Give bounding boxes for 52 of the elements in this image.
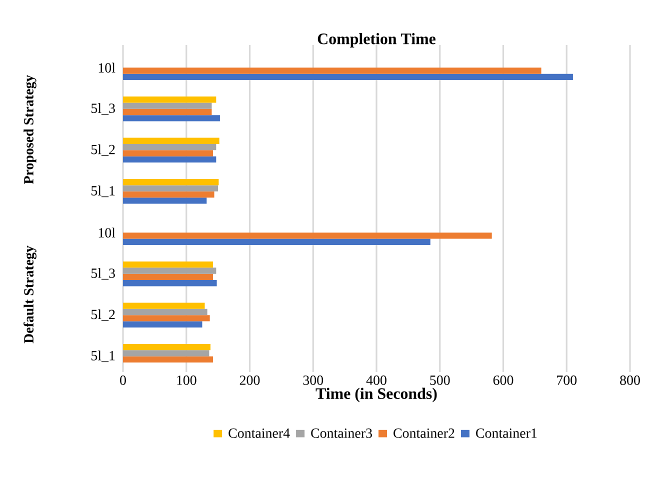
text: Default Strategy [24, 246, 36, 344]
y-tick-label: 5l_1 [91, 186, 115, 198]
legend-label: Container2 [394, 428, 454, 438]
legend-label: Container3 [311, 428, 372, 438]
bar [123, 198, 207, 204]
bar [123, 232, 492, 239]
x-tick-label: 600 [493, 376, 514, 385]
y-tick-label: 5l_2 [91, 144, 115, 156]
bar [123, 156, 216, 163]
bar [123, 185, 218, 192]
bar [123, 138, 220, 144]
x-tick-label: 500 [430, 376, 450, 385]
bar [123, 356, 213, 363]
bar [123, 308, 208, 316]
x-axis-title: Time (in Seconds) [316, 388, 437, 402]
bar [123, 238, 430, 245]
x-tick-label: 800 [620, 376, 640, 385]
y-tick-label: 5l_3 [91, 103, 115, 115]
x-tick-label: 700 [557, 376, 577, 385]
bar [123, 108, 212, 116]
bar [123, 344, 210, 350]
bar [123, 68, 542, 74]
x-tick-label: 400 [366, 376, 386, 385]
y-tick-label: 10l [98, 62, 116, 73]
chart-title: Completion Time [318, 33, 436, 48]
x-tick-label: 0 [120, 376, 126, 385]
bar [123, 274, 213, 280]
bar [123, 350, 210, 356]
x-tick-label: 300 [303, 376, 324, 385]
bar [123, 96, 216, 103]
y-tick-label: 5l_3 [91, 268, 115, 280]
legend-label: Container1 [476, 428, 537, 438]
x-tick-label: 200 [240, 376, 260, 385]
bar [123, 261, 213, 268]
bar [123, 280, 217, 286]
y-tick-label: 5l_2 [91, 309, 115, 321]
y-tick-label: 5l_1 [91, 350, 115, 362]
bar [123, 179, 219, 186]
bar [123, 315, 210, 322]
bar [123, 302, 205, 309]
bar [123, 150, 213, 156]
x-tick-label: 100 [177, 376, 196, 385]
bar [123, 268, 216, 274]
text: Proposed Strategy [24, 74, 36, 184]
bar [123, 191, 214, 198]
bar [123, 74, 573, 80]
bar [123, 144, 216, 150]
bar [123, 321, 202, 328]
bar [123, 115, 220, 122]
y-tick-label: 10l [98, 228, 116, 238]
bar [123, 102, 212, 109]
legend-label: Container4 [228, 428, 290, 438]
